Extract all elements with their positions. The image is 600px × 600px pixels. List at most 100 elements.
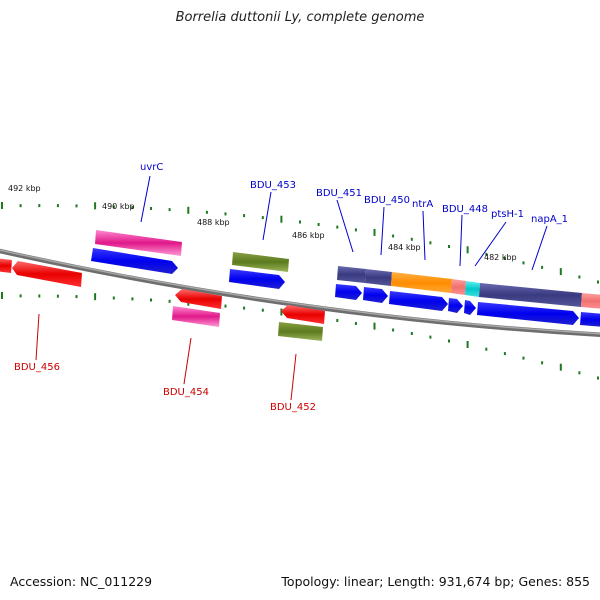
gene-blue-arrow[interactable] <box>580 312 600 327</box>
gene-BDU_450-feature[interactable] <box>365 269 392 286</box>
minor-tick <box>243 214 246 218</box>
gene-magenta-feature[interactable] <box>172 306 220 327</box>
minor-tick <box>168 299 171 303</box>
major-tick <box>373 228 376 236</box>
major-tick <box>559 268 562 276</box>
gene-blue-arrow[interactable] <box>448 298 463 313</box>
minor-tick <box>150 298 152 302</box>
gene-salmon-feature[interactable] <box>581 293 600 309</box>
leader-line <box>35 313 40 361</box>
gene-label-ptsH-1[interactable]: ptsH-1 <box>491 209 524 220</box>
gene-label-napA_1[interactable]: napA_1 <box>531 214 568 225</box>
leader-line <box>140 175 151 223</box>
minor-tick <box>522 261 525 265</box>
minor-tick <box>448 245 450 248</box>
minor-tick <box>448 339 450 343</box>
minor-tick <box>317 223 320 226</box>
major-tick <box>466 246 469 254</box>
gene-olive-feature[interactable] <box>278 322 323 341</box>
minor-tick <box>75 204 78 208</box>
minor-tick <box>354 322 357 325</box>
gene-labels: uvrC BDU_453 BDU_451 BDU_450 ntrA BDU_44… <box>14 162 568 413</box>
gene-label-ntrA[interactable]: ntrA <box>412 199 433 210</box>
gene-BDU_456-feature[interactable] <box>12 261 82 287</box>
gene-blue-arrow[interactable] <box>335 284 362 300</box>
accession-text: Accession: NC_011229 <box>10 574 153 589</box>
minor-tick <box>522 356 525 360</box>
leader-line <box>290 353 297 401</box>
leader-line <box>459 214 463 267</box>
scale-labels: 492 kbp 490 kbp 488 kbp 486 kbp 484 kbp … <box>8 184 517 262</box>
minor-tick <box>56 204 59 208</box>
minor-tick <box>75 295 78 299</box>
gene-label-BDU_453[interactable]: BDU_453 <box>250 180 296 191</box>
scale-label: 482 kbp <box>484 253 517 262</box>
gene-label-BDU_454[interactable]: BDU_454 <box>163 387 209 398</box>
gene-uvrC-feature[interactable] <box>95 230 182 256</box>
gene-BDU_448-feature[interactable] <box>451 279 466 295</box>
major-tick <box>94 293 97 301</box>
gene-blue-arrow[interactable] <box>91 248 178 274</box>
major-tick <box>466 341 469 348</box>
major-tick <box>1 292 3 299</box>
major-tick <box>1 202 3 209</box>
gene-BDU_456-feature[interactable] <box>0 258 12 273</box>
gene-blue-arrow[interactable] <box>363 287 388 303</box>
gene-blue-arrow[interactable] <box>477 302 579 325</box>
leader-line <box>380 206 385 256</box>
gene-blue-arrow[interactable] <box>229 269 285 289</box>
minor-tick <box>243 306 246 310</box>
minor-tick <box>38 204 41 208</box>
gene-label-BDU_450[interactable]: BDU_450 <box>364 195 410 206</box>
gene-BDU_454-feature[interactable] <box>175 289 222 309</box>
minor-tick <box>336 225 339 229</box>
gene-label-BDU_448[interactable]: BDU_448 <box>442 204 488 215</box>
gene-BDU_452-feature[interactable] <box>281 305 325 324</box>
gene-label-BDU_452[interactable]: BDU_452 <box>270 402 316 413</box>
gene-BDU_451-feature[interactable] <box>337 266 366 283</box>
gene-BDU_453-feature[interactable] <box>232 252 289 272</box>
minor-tick <box>392 234 395 238</box>
minor-tick <box>485 252 488 256</box>
gene-label-BDU_451[interactable]: BDU_451 <box>316 188 362 199</box>
minor-tick <box>131 206 134 210</box>
minor-tick <box>354 228 357 232</box>
scale-ticks-upper <box>1 202 599 284</box>
minor-tick <box>597 376 599 380</box>
gene-ntrA-feature[interactable] <box>391 272 452 293</box>
major-tick <box>94 202 97 210</box>
minor-tick <box>112 296 115 300</box>
minor-tick <box>541 361 544 365</box>
major-tick <box>280 308 283 316</box>
minor-tick <box>410 237 413 241</box>
minor-tick <box>112 205 115 209</box>
gene-ptsH-1-feature[interactable] <box>465 281 480 297</box>
major-tick <box>280 215 283 223</box>
gene-leader-lines <box>35 175 548 401</box>
minor-tick <box>38 294 41 298</box>
minor-tick <box>205 210 208 214</box>
minor-tick <box>392 328 395 332</box>
gene-label-BDU_456[interactable]: BDU_456 <box>14 362 60 373</box>
minor-tick <box>429 241 432 245</box>
minor-tick <box>578 275 581 279</box>
minor-tick <box>224 212 227 216</box>
minor-tick <box>56 294 59 298</box>
gene-napA_1-feature[interactable] <box>479 283 582 307</box>
gene-blue-arrow[interactable] <box>464 300 476 315</box>
minor-tick <box>578 371 581 375</box>
scale-label: 484 kbp <box>388 243 421 252</box>
minor-tick <box>168 208 171 212</box>
genome-backbone-highlight <box>0 249 600 335</box>
genome-backbone <box>0 248 600 337</box>
minor-tick <box>336 319 339 322</box>
gene-label-uvrC[interactable]: uvrC <box>140 162 163 173</box>
leader-line <box>262 191 272 241</box>
minor-tick <box>299 220 301 224</box>
minor-tick <box>597 280 599 284</box>
genome-summary-text: Topology: linear; Length: 931,674 bp; Ge… <box>281 574 590 589</box>
gene-blue-arrow[interactable] <box>389 291 448 311</box>
minor-tick <box>429 335 432 339</box>
minor-tick <box>131 297 134 301</box>
